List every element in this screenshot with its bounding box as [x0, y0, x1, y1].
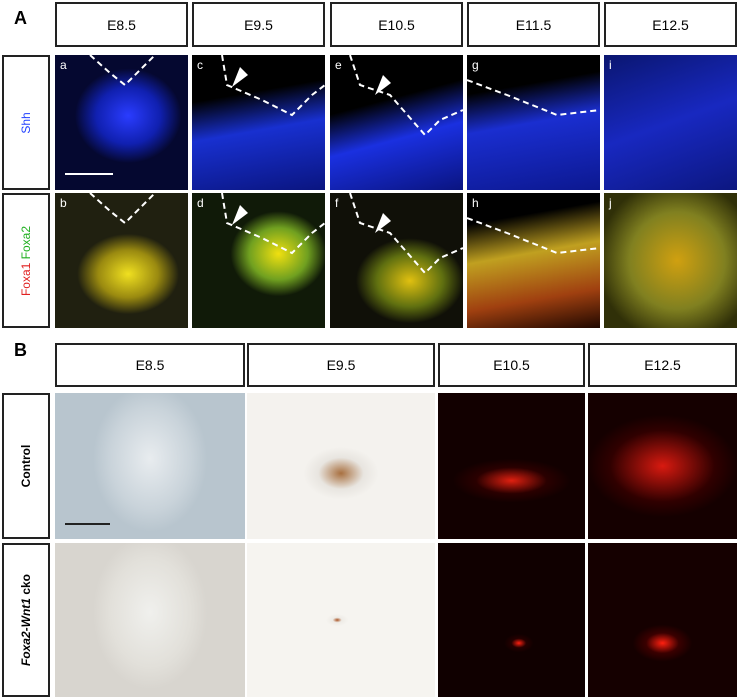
boundary-overlay — [89, 55, 156, 87]
panel-letter: f — [335, 196, 339, 210]
column-header: E9.5 — [247, 343, 435, 387]
row-label-text: Foxa2-Wnt1 cko — [19, 574, 33, 666]
dashed-boundary — [221, 193, 325, 255]
micrograph: g — [467, 55, 600, 190]
column-header: E8.5 — [55, 2, 188, 47]
arrowhead — [375, 75, 391, 95]
label-part: Control — [19, 444, 33, 488]
micrograph: d — [192, 193, 325, 328]
row-label-text: Foxa1 Foxa2 — [19, 225, 33, 295]
column-header: E10.5 — [330, 2, 463, 47]
micrograph: b — [55, 193, 188, 328]
panel-letter: h — [472, 196, 479, 210]
arrowhead — [232, 205, 248, 225]
label-part: Shh — [19, 111, 33, 134]
row-label: Control — [2, 393, 50, 539]
boundary-overlay — [467, 217, 600, 255]
dashed-boundary — [89, 193, 156, 225]
label-part: Foxa1 — [19, 262, 33, 296]
scale-bar — [65, 523, 110, 525]
boundary-overlay — [349, 55, 463, 137]
micrograph — [438, 543, 585, 697]
row-label-text: Control — [19, 445, 33, 488]
row-label: Foxa1 Foxa2 — [2, 193, 50, 328]
dashed-boundary — [89, 55, 156, 87]
panel-letter: i — [609, 58, 612, 72]
row-label: Shh — [2, 55, 50, 190]
micrograph — [588, 543, 737, 697]
dashed-boundary — [349, 55, 463, 137]
micrograph — [55, 543, 245, 697]
column-header: E11.5 — [467, 2, 600, 47]
label-part: Foxa2-Wnt1 — [19, 598, 33, 667]
boundary-overlay — [467, 79, 600, 117]
micrograph: f — [330, 193, 463, 328]
panel-label: B — [14, 340, 27, 360]
row-label: Foxa2-Wnt1 cko — [2, 543, 50, 697]
micrograph — [55, 393, 245, 539]
micrograph: i — [604, 55, 737, 190]
micrograph: c — [192, 55, 325, 190]
panel-label: A — [14, 8, 27, 28]
arrowhead — [375, 213, 391, 233]
micrograph: a — [55, 55, 188, 190]
panel-letter: j — [609, 196, 612, 210]
micrograph — [247, 393, 435, 539]
panel-letter: d — [197, 196, 204, 210]
micrograph: e — [330, 55, 463, 190]
dashed-boundary — [467, 217, 600, 255]
boundary-overlay — [349, 193, 463, 275]
column-header: E10.5 — [438, 343, 585, 387]
column-header: E12.5 — [588, 343, 737, 387]
dashed-boundary — [349, 193, 463, 275]
panel-letter: g — [472, 58, 479, 72]
panel-letter: c — [197, 58, 203, 72]
dashed-boundary — [221, 55, 325, 117]
row-label-text: Shh — [19, 112, 33, 133]
panel-letter: a — [60, 58, 67, 72]
boundary-overlay — [221, 55, 325, 117]
boundary-overlay — [221, 193, 325, 255]
label-part: Foxa2 — [19, 225, 33, 259]
micrograph — [438, 393, 585, 539]
micrograph — [588, 393, 737, 539]
micrograph: j — [604, 193, 737, 328]
boundary-overlay — [89, 193, 156, 225]
dashed-boundary — [467, 79, 600, 117]
micrograph — [247, 543, 435, 697]
panel-letter: e — [335, 58, 342, 72]
column-header: E12.5 — [604, 2, 737, 47]
scale-bar — [65, 173, 113, 175]
label-part: cko — [19, 573, 33, 595]
panel-letter: b — [60, 196, 67, 210]
column-header: E8.5 — [55, 343, 245, 387]
column-header: E9.5 — [192, 2, 325, 47]
micrograph: h — [467, 193, 600, 328]
arrowhead — [232, 67, 248, 87]
